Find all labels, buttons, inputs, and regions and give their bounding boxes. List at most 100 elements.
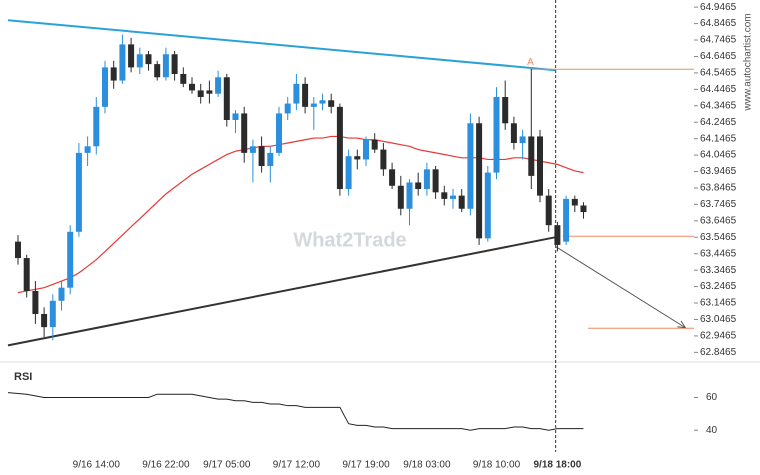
y-tick-label: 64.4465 — [700, 84, 737, 95]
candle-body — [145, 54, 152, 65]
x-tick-label: 9/16 22:00 — [142, 460, 190, 471]
candle-body — [119, 44, 126, 81]
y-tick-label: 64.8465 — [700, 18, 737, 29]
y-tick-label: 63.9465 — [700, 166, 737, 177]
candle-body — [519, 136, 526, 144]
candle-body — [128, 44, 135, 68]
candle-body — [284, 103, 291, 114]
candle-body — [441, 192, 448, 199]
x-tick-label: 9/18 18:00 — [533, 460, 581, 471]
watermark: What2Trade — [293, 229, 406, 251]
y-tick-label: 64.7465 — [700, 35, 737, 46]
candle-body — [363, 139, 369, 160]
x-tick-label: 9/17 12:00 — [273, 460, 321, 471]
source: www.autochartist.com — [743, 13, 754, 111]
candle-body — [189, 83, 195, 91]
y-tick-label: 64.6465 — [700, 51, 737, 62]
y-tick-label: 63.6465 — [700, 215, 737, 226]
trendline — [7, 19, 556, 72]
candle-body — [276, 113, 282, 153]
x-tick-label: 9/17 05:00 — [203, 460, 251, 471]
x-tick-label: 9/18 03:00 — [403, 460, 451, 471]
candle-body — [197, 90, 204, 97]
candle-body — [67, 231, 74, 288]
candle-body — [293, 83, 300, 104]
candle-body — [241, 113, 248, 153]
candle-body — [380, 149, 387, 170]
candle-body — [93, 106, 100, 147]
candle-body — [371, 139, 378, 150]
y-tick-label: 63.3465 — [700, 265, 737, 276]
candle-body — [545, 195, 552, 226]
candle-body — [23, 258, 30, 291]
y-tick-label: 63.1465 — [700, 298, 737, 309]
candle-body — [493, 96, 500, 173]
candle-body — [58, 287, 65, 301]
candle-body — [206, 90, 213, 94]
y-tick-label: 64.3465 — [700, 100, 737, 111]
candle-body — [258, 146, 265, 167]
rsi-tick-label: 40 — [706, 425, 718, 436]
candle-body — [162, 54, 169, 78]
x-tick-label: 9/17 19:00 — [342, 460, 390, 471]
x-tick-label: 9/18 10:00 — [473, 460, 521, 471]
candle-body — [502, 96, 509, 124]
candle-body — [232, 113, 239, 120]
candle-body — [571, 198, 578, 206]
candle-body — [397, 185, 404, 209]
candle-body — [328, 100, 335, 107]
rsi-line — [7, 392, 584, 431]
y-tick-label: 63.5465 — [700, 232, 737, 243]
candle-body — [458, 195, 465, 209]
candle-body — [84, 146, 91, 153]
candle-body — [563, 198, 570, 242]
candle-body — [389, 169, 396, 186]
y-tick-label: 63.8465 — [700, 183, 737, 194]
y-tick-label: 64.2465 — [700, 117, 737, 128]
candle-body — [450, 195, 456, 199]
rsi-tick-label: 60 — [706, 392, 718, 403]
candle-body — [554, 225, 561, 245]
y-tick-label: 64.9465 — [700, 2, 737, 13]
candle-body — [484, 172, 491, 239]
candle-body — [249, 146, 256, 153]
y-tick-label: 64.5465 — [700, 68, 737, 79]
candle-body — [423, 169, 430, 190]
candle-body — [110, 67, 117, 81]
rsi-title: RSI — [14, 371, 32, 383]
candle-body — [432, 169, 439, 193]
candle-body — [406, 182, 413, 209]
candle-body — [102, 67, 108, 107]
trendline — [7, 236, 556, 347]
candle-body — [345, 156, 352, 190]
candle-body — [415, 182, 422, 190]
candle-body — [319, 100, 326, 104]
arrow-head — [677, 320, 687, 329]
candle-body — [510, 123, 517, 144]
forecast-arrow — [555, 246, 686, 329]
y-tick-label: 63.2465 — [700, 281, 737, 292]
candle-body — [32, 290, 39, 314]
candle-body — [154, 64, 161, 78]
candle-body — [537, 136, 543, 196]
x-tick-label: 9/16 14:00 — [73, 460, 121, 471]
y-tick-label: 64.0465 — [700, 150, 737, 161]
candle-body — [528, 136, 535, 176]
y-tick-label: 62.9465 — [700, 331, 737, 342]
marker-label: A — [527, 57, 534, 68]
candle-body — [136, 54, 143, 68]
candle-body — [75, 152, 82, 232]
candle-body — [223, 77, 230, 120]
candle-body — [267, 152, 274, 167]
candle-body — [302, 83, 309, 107]
candle-body — [41, 313, 48, 328]
candle-body — [476, 123, 483, 239]
candle-body — [580, 205, 587, 213]
moving-average — [17, 135, 584, 294]
y-tick-label: 64.1465 — [700, 133, 737, 144]
candle-body — [180, 73, 187, 84]
y-tick-label: 62.8465 — [700, 347, 737, 358]
candle-body — [310, 103, 317, 107]
